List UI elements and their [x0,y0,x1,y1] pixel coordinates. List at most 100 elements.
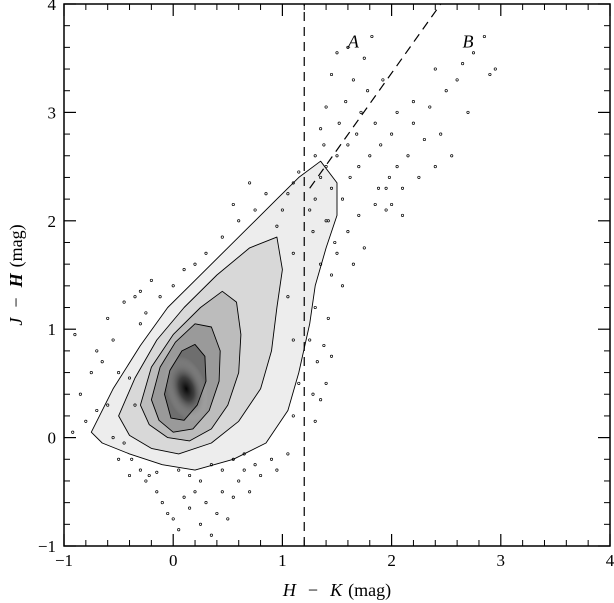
axis-ticks: −1 0 1 2 3 4 −1 0 1 2 3 4 [38,0,614,570]
data-point [329,354,334,358]
data-point [291,181,295,185]
plot-background [64,4,610,546]
data-point [89,371,93,375]
x-tick-label: 0 [169,551,178,570]
data-point [182,268,186,272]
data-point [322,343,326,348]
data-point [433,165,437,169]
data-point [280,208,284,212]
data-point [291,251,295,255]
data-point [315,360,319,364]
data-point [376,186,381,190]
data-point [144,311,148,315]
data-point [362,56,366,60]
data-point [220,490,224,494]
data-point [344,100,348,104]
density-layer [91,161,337,471]
data-point [373,202,377,207]
x-tick-label: 1 [278,551,287,570]
data-point [313,419,317,423]
data-point [297,381,301,385]
data-point [324,105,328,109]
data-point [248,490,252,494]
data-point [368,154,372,158]
data-point [400,213,405,217]
data-point [242,452,246,456]
contour-line-level-2 [118,236,283,455]
data-point [253,463,257,467]
data-point [311,392,315,396]
data-point [95,408,99,413]
data-point [379,143,383,147]
data-point [155,490,159,494]
data-point [308,338,312,342]
data-point [220,235,224,239]
data-point [286,295,290,299]
data-point [346,143,350,147]
data-point [275,224,279,228]
data-point [384,208,388,212]
data-point [106,316,110,320]
data-point [166,511,170,516]
data-point [138,289,142,293]
data-point [326,316,330,320]
data-point [155,470,159,474]
data-point [417,175,421,179]
data-point [395,110,399,114]
data-point [346,230,350,234]
data-point [337,121,341,125]
data-point [231,457,235,461]
data-point [122,441,126,445]
data-point [390,202,394,207]
data-point [226,517,230,521]
y-tick-label: 2 [48,212,57,231]
data-point [171,284,175,288]
data-point [333,240,337,245]
contour-line-level-4 [150,323,221,433]
data-point [127,376,132,380]
data-point [177,528,181,532]
data-point [335,51,339,55]
data-point [215,511,219,516]
data-point [329,273,334,277]
data-point [231,495,235,499]
x-tick-label: 3 [497,551,506,570]
data-point [122,300,126,304]
x-axis-title: H − K (mag) [282,580,391,601]
data-point [188,506,192,510]
data-point [177,468,181,472]
data-point [158,295,162,299]
data-point [193,262,197,266]
data-point [84,419,88,423]
data-point [324,219,328,223]
contour-line-level-1 [90,160,338,471]
data-point [488,72,492,77]
data-point [355,132,359,136]
data-point [329,186,334,190]
data-point [297,170,301,174]
data-point [71,430,75,434]
data-point [313,197,317,201]
data-point [291,414,295,418]
data-point [311,230,315,234]
data-point [198,479,203,483]
data-point [111,436,115,440]
data-point [286,192,290,196]
y-tick-label: 1 [48,320,57,339]
data-point [357,165,361,169]
data-point [348,175,352,179]
data-point [482,34,486,39]
data-point [411,121,415,125]
data-point [308,208,312,212]
points-layer [71,34,497,537]
contour-layer [90,160,338,471]
data-point [138,322,142,326]
data-point [366,89,370,93]
data-point [242,468,246,472]
data-point [182,495,186,499]
data-point [127,473,132,478]
x-tick-label: −1 [55,551,73,570]
data-point [387,175,391,179]
